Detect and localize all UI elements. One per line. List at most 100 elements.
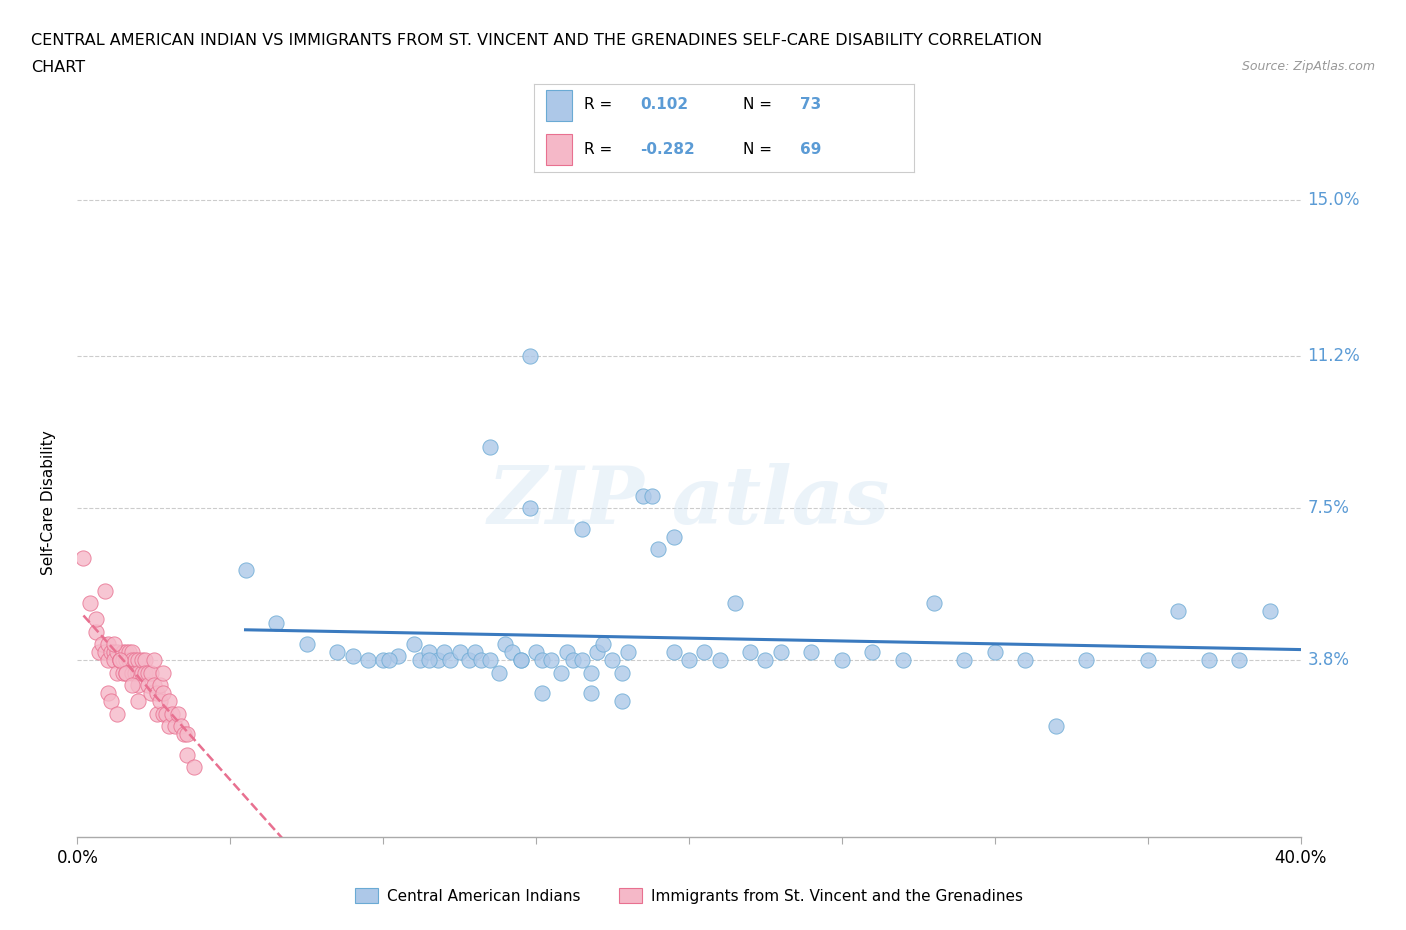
Point <box>1229 653 1251 668</box>
Point <box>90 636 112 651</box>
Point <box>103 644 125 659</box>
Point <box>94 644 117 659</box>
Point <box>1258 604 1281 618</box>
Point <box>146 685 169 700</box>
Text: CHART: CHART <box>31 60 84 75</box>
Point <box>84 624 107 639</box>
Point <box>139 665 162 680</box>
Point <box>118 653 141 668</box>
Point <box>84 612 107 627</box>
Point <box>662 644 685 659</box>
Point <box>149 678 172 693</box>
Point <box>647 542 669 557</box>
Point <box>105 665 128 680</box>
Point <box>571 653 593 668</box>
Point <box>112 665 135 680</box>
Point <box>457 653 479 668</box>
Point <box>72 551 94 565</box>
Point <box>121 678 143 693</box>
Point <box>488 665 510 680</box>
Point <box>136 665 159 680</box>
Text: CENTRAL AMERICAN INDIAN VS IMMIGRANTS FROM ST. VINCENT AND THE GRENADINES SELF-C: CENTRAL AMERICAN INDIAN VS IMMIGRANTS FR… <box>31 33 1042 47</box>
Point <box>97 685 120 700</box>
Point <box>118 644 141 659</box>
Point <box>152 665 174 680</box>
Point <box>149 694 172 709</box>
Point <box>173 727 195 742</box>
Point <box>152 685 174 700</box>
Point <box>922 595 945 610</box>
Point <box>641 488 664 503</box>
Text: N =: N = <box>744 141 778 156</box>
Point <box>586 644 609 659</box>
Text: 11.2%: 11.2% <box>1308 348 1361 365</box>
Point <box>800 644 823 659</box>
Point <box>157 719 180 734</box>
Point <box>1014 653 1036 668</box>
Point <box>592 636 614 651</box>
Point <box>134 653 156 668</box>
Point <box>121 644 143 659</box>
Point <box>561 653 583 668</box>
Text: Source: ZipAtlas.com: Source: ZipAtlas.com <box>1241 60 1375 73</box>
Point <box>1167 604 1189 618</box>
Point <box>112 653 135 668</box>
Text: N =: N = <box>744 98 778 113</box>
Text: 3.8%: 3.8% <box>1308 651 1350 670</box>
Point <box>617 644 640 659</box>
Point <box>602 653 624 668</box>
Point <box>519 501 541 516</box>
Point <box>139 685 162 700</box>
Point <box>531 653 554 668</box>
Point <box>387 649 409 664</box>
Point <box>579 685 602 700</box>
Point <box>1045 719 1067 734</box>
Text: R =: R = <box>583 141 617 156</box>
Point <box>550 665 572 680</box>
Point <box>131 665 153 680</box>
Point <box>470 653 492 668</box>
Point <box>131 653 153 668</box>
Point <box>97 636 120 651</box>
Point <box>357 653 380 668</box>
Point <box>183 760 205 775</box>
Bar <box>546 90 572 121</box>
Point <box>831 653 853 668</box>
Point <box>108 653 131 668</box>
Point <box>87 644 110 659</box>
Point <box>176 727 198 742</box>
Point <box>418 644 440 659</box>
Point <box>449 644 471 659</box>
Point <box>464 644 486 659</box>
Text: 73: 73 <box>800 98 821 113</box>
Point <box>524 644 547 659</box>
Point <box>264 616 287 631</box>
Point <box>693 644 716 659</box>
Point <box>235 563 257 578</box>
Point <box>662 530 685 545</box>
Point <box>495 636 517 651</box>
Point <box>709 653 731 668</box>
Point <box>409 653 432 668</box>
Legend: Central American Indians, Immigrants from St. Vincent and the Grenadines: Central American Indians, Immigrants fro… <box>349 882 1029 910</box>
Point <box>862 644 884 659</box>
Point <box>378 653 401 668</box>
Point <box>79 595 101 610</box>
Point <box>127 694 149 709</box>
Point <box>157 694 180 709</box>
Point <box>165 719 187 734</box>
Point <box>724 595 747 610</box>
Text: -0.282: -0.282 <box>641 141 696 156</box>
Text: 69: 69 <box>800 141 821 156</box>
Point <box>103 653 125 668</box>
Point <box>984 644 1007 659</box>
Point <box>124 665 146 680</box>
Point <box>1198 653 1220 668</box>
Point <box>121 653 143 668</box>
Point <box>103 636 125 651</box>
Point <box>402 636 425 651</box>
Text: 7.5%: 7.5% <box>1308 499 1350 517</box>
Point <box>754 653 776 668</box>
Point <box>146 706 169 721</box>
Point <box>152 706 174 721</box>
